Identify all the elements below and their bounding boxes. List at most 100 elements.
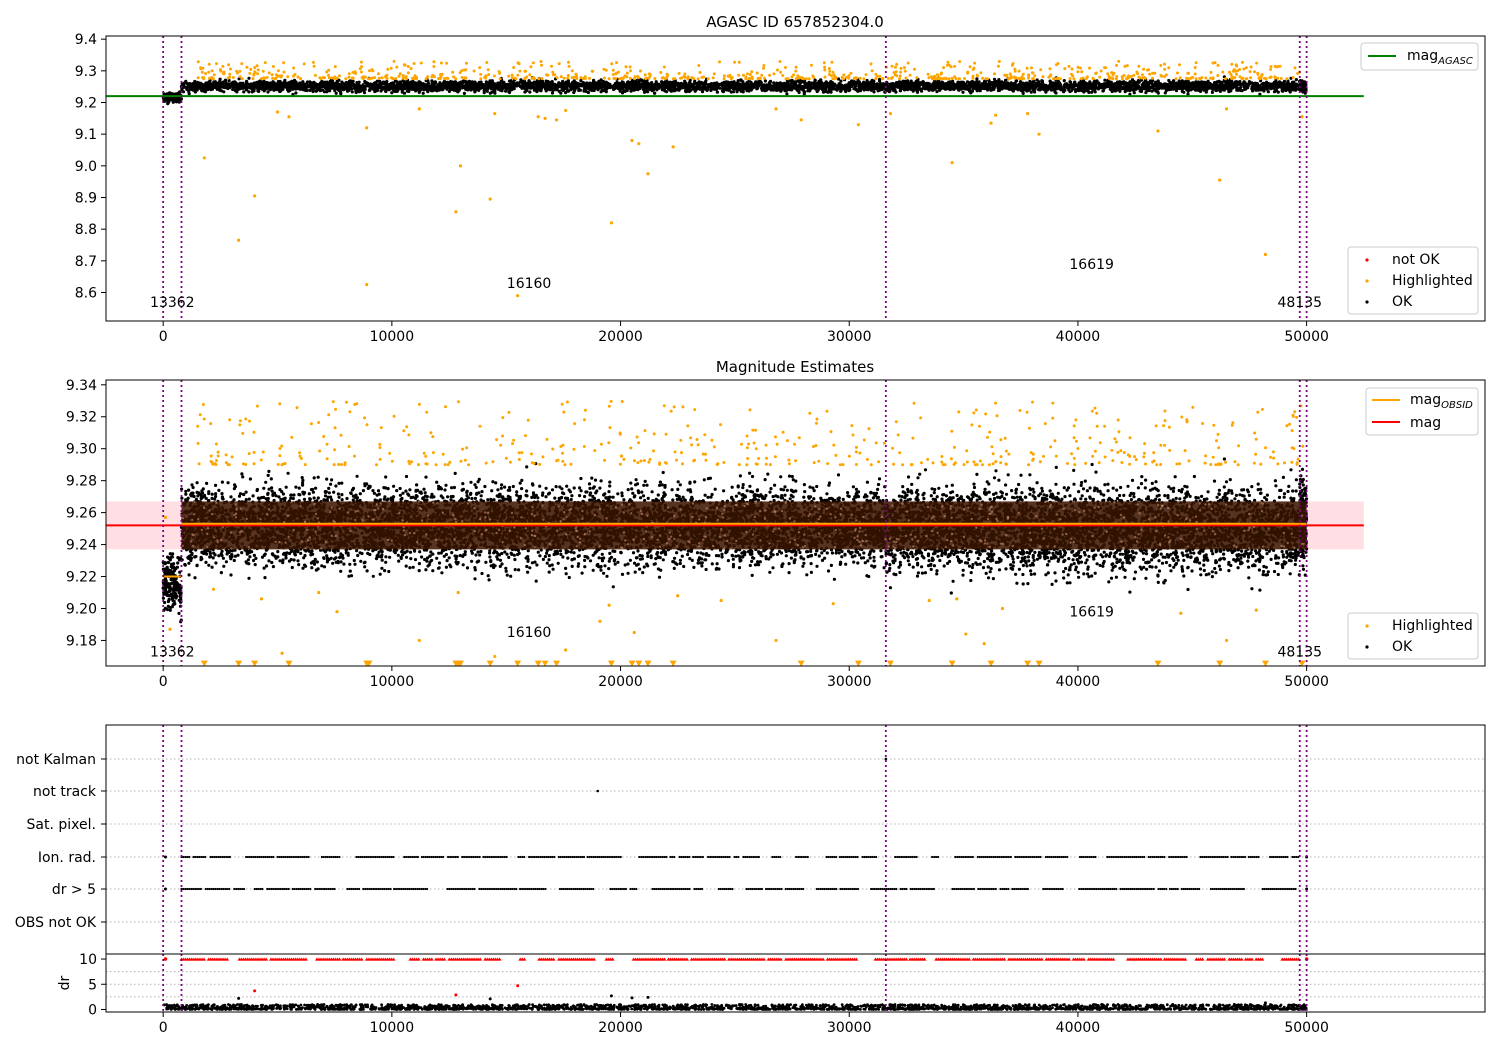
ok-point xyxy=(1239,85,1243,90)
ok-point xyxy=(1103,78,1107,82)
ok-point xyxy=(578,88,583,92)
ok-point xyxy=(337,88,341,92)
ok-point xyxy=(490,79,494,83)
ok-point xyxy=(791,80,795,84)
ok-point xyxy=(363,80,367,84)
ok-point xyxy=(784,83,789,87)
ok-point xyxy=(196,83,200,87)
ok-point xyxy=(497,82,501,86)
ok-point xyxy=(970,89,975,93)
ok-point xyxy=(355,84,359,88)
ok-point xyxy=(1062,90,1066,94)
ok-point xyxy=(235,90,239,94)
ok-point xyxy=(766,85,770,89)
ok-point xyxy=(960,85,964,89)
ok-point xyxy=(1038,85,1042,89)
ok-point xyxy=(770,86,774,90)
ok-point xyxy=(660,80,664,84)
ok-point xyxy=(1034,82,1038,86)
ok-point xyxy=(1000,80,1004,84)
ok-point xyxy=(698,82,702,86)
ok-point xyxy=(715,87,719,91)
ok-point xyxy=(528,90,532,94)
ok-point xyxy=(1130,87,1135,91)
ok-point xyxy=(245,79,249,83)
ok-point xyxy=(579,79,583,83)
ok-point xyxy=(323,80,327,84)
ok-point xyxy=(1132,91,1136,95)
ok-point xyxy=(870,82,874,86)
ok-point xyxy=(1031,80,1035,84)
ok-point xyxy=(402,81,407,85)
ok-point xyxy=(839,87,843,91)
ok-point xyxy=(778,83,782,87)
ok-point xyxy=(265,81,270,85)
ok-point xyxy=(1098,84,1102,88)
ok-point xyxy=(507,90,511,94)
ok-point xyxy=(1124,82,1128,86)
ok-point xyxy=(832,83,836,87)
ok-point xyxy=(382,81,386,86)
ok-point xyxy=(1238,80,1242,84)
ok-point xyxy=(1088,80,1092,84)
ok-point xyxy=(523,90,527,94)
ok-point xyxy=(363,87,367,92)
ok-point xyxy=(172,97,176,101)
ok-point xyxy=(583,89,587,93)
ok-point xyxy=(474,82,478,86)
ok-point xyxy=(985,83,989,87)
ok-point xyxy=(660,88,665,92)
ok-point xyxy=(797,90,801,95)
ok-point xyxy=(1120,87,1125,91)
ok-point xyxy=(539,89,543,93)
ok-point xyxy=(957,85,961,89)
ok-point xyxy=(716,84,720,88)
ok-point xyxy=(963,85,968,89)
ok-point xyxy=(1191,87,1195,91)
ok-point xyxy=(309,87,313,91)
ok-point xyxy=(839,84,843,88)
ok-point xyxy=(625,84,629,88)
ok-point xyxy=(635,83,639,87)
ok-point xyxy=(375,79,379,83)
ok-point xyxy=(444,83,448,87)
ok-point xyxy=(1062,83,1066,88)
ok-point xyxy=(241,82,245,86)
ok-point xyxy=(367,88,371,93)
ok-point xyxy=(407,81,411,85)
ok-point xyxy=(1172,86,1176,90)
ok-point xyxy=(836,77,841,81)
ok-point xyxy=(620,91,625,95)
ok-point xyxy=(264,85,268,89)
ok-point xyxy=(808,86,812,90)
ok-point xyxy=(1001,84,1005,88)
ok-point xyxy=(587,85,591,89)
ok-point xyxy=(1165,86,1169,90)
ok-point xyxy=(390,91,394,95)
ok-point xyxy=(1242,80,1246,84)
ok-point xyxy=(909,79,913,83)
ok-point xyxy=(442,79,447,83)
ok-point xyxy=(583,83,587,87)
ok-point xyxy=(476,87,480,91)
ok-point xyxy=(598,85,602,89)
ok-point xyxy=(991,83,995,87)
ok-point xyxy=(872,90,876,94)
ok-point xyxy=(1118,89,1122,93)
ok-point xyxy=(1202,81,1206,85)
ok-point xyxy=(426,81,431,85)
ok-point xyxy=(898,89,903,93)
ok-point xyxy=(291,87,295,91)
ok-point xyxy=(948,83,953,87)
ok-point xyxy=(572,82,576,87)
ok-point xyxy=(758,79,762,84)
ok-point xyxy=(890,85,894,90)
ok-point xyxy=(437,88,441,92)
ok-point xyxy=(612,87,617,91)
ok-point xyxy=(1269,87,1273,91)
ok-point xyxy=(446,80,450,84)
ok-point xyxy=(576,82,580,86)
ok-point xyxy=(378,85,383,90)
ok-point xyxy=(1191,82,1196,86)
ok-point xyxy=(325,84,329,88)
